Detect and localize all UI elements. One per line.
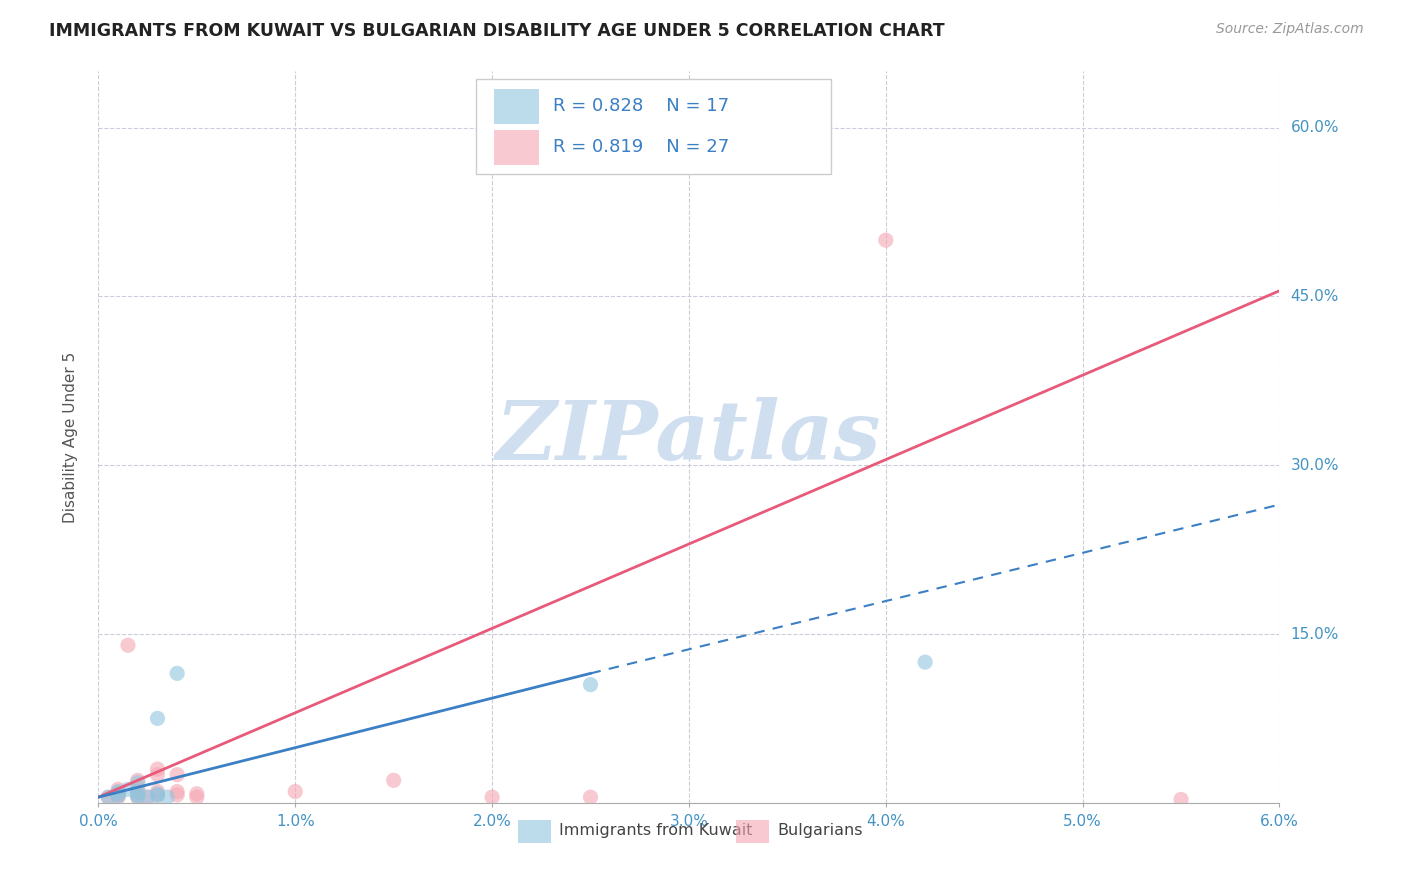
Point — [146, 762, 169, 776]
Point — [127, 788, 149, 802]
Point — [481, 790, 503, 805]
Point — [127, 790, 149, 805]
Text: Source: ZipAtlas.com: Source: ZipAtlas.com — [1216, 22, 1364, 37]
Point — [136, 790, 159, 805]
Point — [127, 781, 149, 796]
Point — [284, 784, 307, 798]
FancyBboxPatch shape — [477, 78, 831, 174]
Bar — [494, 89, 538, 124]
Point — [146, 767, 169, 781]
Point — [146, 784, 169, 798]
Bar — [517, 820, 551, 843]
Point — [146, 788, 169, 802]
Point — [146, 711, 169, 725]
Text: Immigrants from Kuwait: Immigrants from Kuwait — [560, 823, 752, 838]
Point — [127, 775, 149, 789]
Bar — [737, 820, 769, 843]
Point — [127, 790, 149, 805]
Point — [97, 790, 120, 805]
Point — [107, 789, 129, 803]
Text: IMMIGRANTS FROM KUWAIT VS BULGARIAN DISABILITY AGE UNDER 5 CORRELATION CHART: IMMIGRANTS FROM KUWAIT VS BULGARIAN DISA… — [49, 22, 945, 40]
Point — [136, 790, 159, 805]
Point — [186, 787, 208, 801]
Point — [146, 789, 169, 803]
Point — [107, 782, 129, 797]
Point — [107, 788, 129, 802]
Point — [127, 773, 149, 788]
Point — [107, 787, 129, 801]
Point — [107, 790, 129, 805]
Text: 60.0%: 60.0% — [1291, 120, 1339, 135]
Point — [117, 782, 139, 797]
Point — [146, 787, 169, 801]
Point — [914, 655, 936, 669]
Point — [117, 638, 139, 652]
Point — [166, 784, 188, 798]
Point — [382, 773, 405, 788]
Text: R = 0.828    N = 17: R = 0.828 N = 17 — [553, 96, 730, 115]
Point — [127, 788, 149, 802]
Text: R = 0.819    N = 27: R = 0.819 N = 27 — [553, 137, 730, 156]
Point — [1170, 792, 1192, 806]
Y-axis label: Disability Age Under 5: Disability Age Under 5 — [63, 351, 77, 523]
Text: 15.0%: 15.0% — [1291, 626, 1339, 641]
Point — [127, 784, 149, 798]
Point — [97, 790, 120, 805]
Text: 30.0%: 30.0% — [1291, 458, 1339, 473]
Point — [166, 788, 188, 802]
Text: ZIPatlas: ZIPatlas — [496, 397, 882, 477]
Point — [579, 678, 602, 692]
Point — [166, 666, 188, 681]
Text: 45.0%: 45.0% — [1291, 289, 1339, 304]
Point — [166, 767, 188, 781]
Text: Bulgarians: Bulgarians — [778, 823, 863, 838]
Point — [107, 784, 129, 798]
Point — [127, 784, 149, 798]
Point — [186, 790, 208, 805]
Point — [875, 233, 897, 247]
Point — [579, 790, 602, 805]
Point — [156, 790, 179, 805]
Point — [107, 786, 129, 800]
Bar — [494, 130, 538, 165]
